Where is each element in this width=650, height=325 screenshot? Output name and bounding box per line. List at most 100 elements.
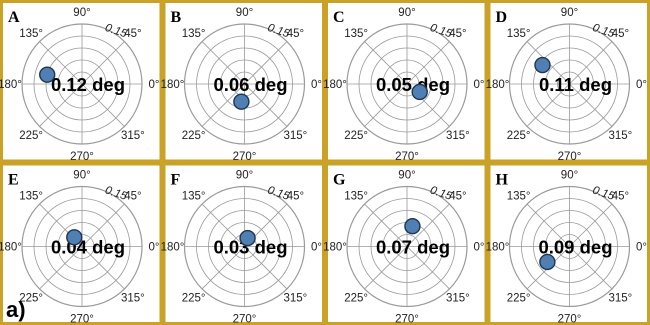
grid-spoke: [364, 203, 408, 247]
grid-spoke: [244, 246, 288, 290]
grid-spoke: [81, 83, 125, 127]
grid-spoke: [201, 203, 245, 247]
panel-g: 0°45°90°135°180°225°270°315°0.150.07 deg…: [323, 162, 488, 325]
magnitude-annotation: 0.09 deg: [538, 237, 612, 258]
angle-tick-label: 270°: [70, 151, 94, 163]
angle-tick-label: 0°: [311, 242, 322, 254]
panel-border: [325, 0, 488, 163]
angle-tick-label: 315°: [121, 292, 145, 304]
angle-tick-label: 45°: [124, 28, 141, 40]
grid-spoke: [201, 41, 245, 85]
grid-spoke: [39, 41, 83, 85]
angle-tick-label: 45°: [612, 28, 629, 40]
angle-tick-label: 0°: [149, 242, 160, 254]
data-point: [534, 56, 551, 74]
angle-tick-label: 180°: [0, 242, 22, 254]
grid-spoke: [244, 41, 288, 85]
panel-border: [0, 0, 163, 163]
panel-letter: H: [496, 172, 509, 189]
grid-spoke: [39, 246, 83, 290]
magnitude-annotation: 0.06 deg: [213, 74, 287, 95]
data-point: [539, 253, 556, 271]
angle-tick-label: 180°: [0, 79, 22, 91]
angle-tick-label: 0°: [149, 79, 160, 91]
data-point: [404, 218, 421, 235]
panel-a: 0°45°90°135°180°225°270°315°0.150.12 deg…: [0, 0, 163, 163]
panel-f: 0°45°90°135°180°225°270°315°0.150.03 deg…: [161, 162, 325, 325]
angle-tick-label: 135°: [344, 191, 368, 203]
angle-tick-label: 270°: [395, 314, 419, 325]
angle-tick-label: 45°: [449, 191, 466, 203]
grid-spoke: [364, 83, 408, 127]
panel-d: 0°45°90°135°180°225°270°315°0.150.11 deg…: [486, 0, 650, 163]
grid-spoke: [406, 203, 450, 247]
panel-e: 0°45°90°135°180°225°270°315°0.150.04 deg…: [0, 162, 163, 325]
data-point: [233, 93, 250, 110]
panel-border: [487, 162, 650, 325]
panel-letter: E: [8, 172, 19, 189]
panel-border: [0, 162, 163, 325]
panel-border: [325, 162, 488, 325]
magnitude-annotation: 0.12 deg: [51, 74, 125, 95]
angle-tick-label: 315°: [446, 292, 470, 304]
grid-spoke: [244, 83, 288, 127]
panel-border: [162, 162, 325, 325]
panel-b: 0°45°90°135°180°225°270°315°0.150.06 deg…: [161, 0, 325, 163]
grid-spoke: [569, 203, 613, 247]
angle-tick-label: 135°: [182, 28, 206, 40]
data-point: [239, 229, 256, 247]
grid-spoke: [364, 246, 408, 290]
panel-h: 0°45°90°135°180°225°270°315°0.150.09 deg…: [486, 162, 650, 325]
angle-tick-label: 0°: [474, 242, 485, 254]
grid-spoke: [81, 41, 125, 85]
angle-tick-label: 225°: [19, 292, 43, 304]
grid-spoke: [364, 41, 408, 85]
angle-tick-label: 135°: [19, 191, 43, 203]
angle-tick-label: 135°: [344, 28, 368, 40]
angle-tick-label: 270°: [233, 314, 257, 325]
angle-tick-label: 225°: [182, 130, 206, 142]
grid-spoke: [526, 203, 570, 247]
angle-tick-label: 180°: [323, 79, 347, 91]
panel-border: [162, 0, 325, 163]
data-point: [411, 83, 428, 101]
angle-tick-label: 45°: [287, 28, 304, 40]
angle-tick-label: 315°: [446, 130, 470, 142]
panel-letter: B: [171, 9, 182, 26]
angle-tick-label: 180°: [486, 242, 510, 254]
panel-letter: C: [333, 9, 345, 26]
angle-tick-label: 315°: [609, 130, 633, 142]
angle-tick-label: 225°: [507, 130, 531, 142]
angle-tick-label: 225°: [344, 130, 368, 142]
grid-spoke: [526, 83, 570, 127]
panel-border: [487, 0, 650, 163]
angle-tick-label: 45°: [124, 191, 141, 203]
angle-tick-label: 225°: [344, 292, 368, 304]
angle-tick-label: 315°: [284, 130, 308, 142]
angle-tick-label: 90°: [398, 7, 415, 19]
grid-spoke: [569, 41, 613, 85]
angle-tick-label: 0°: [474, 79, 485, 91]
angle-tick-label: 90°: [236, 170, 253, 182]
data-point: [39, 66, 56, 83]
angle-tick-label: 90°: [236, 7, 253, 19]
angle-tick-label: 180°: [161, 79, 185, 91]
angle-tick-label: 225°: [19, 130, 43, 142]
grid-spoke: [201, 246, 245, 290]
angle-tick-label: 45°: [612, 191, 629, 203]
angle-tick-label: 315°: [284, 292, 308, 304]
angle-tick-label: 45°: [449, 28, 466, 40]
magnitude-annotation: 0.05 deg: [376, 74, 450, 95]
panel-letter: A: [8, 9, 20, 26]
angle-tick-label: 135°: [507, 28, 531, 40]
grid-spoke: [406, 41, 450, 85]
panel-letter: F: [171, 172, 181, 189]
angle-tick-label: 270°: [70, 314, 94, 325]
angle-tick-label: 270°: [395, 151, 419, 163]
panel-letter: G: [333, 172, 346, 189]
magnitude-annotation: 0.04 deg: [51, 237, 125, 258]
angle-tick-label: 180°: [161, 242, 185, 254]
angle-tick-label: 45°: [287, 191, 304, 203]
magnitude-annotation: 0.03 deg: [213, 237, 287, 258]
